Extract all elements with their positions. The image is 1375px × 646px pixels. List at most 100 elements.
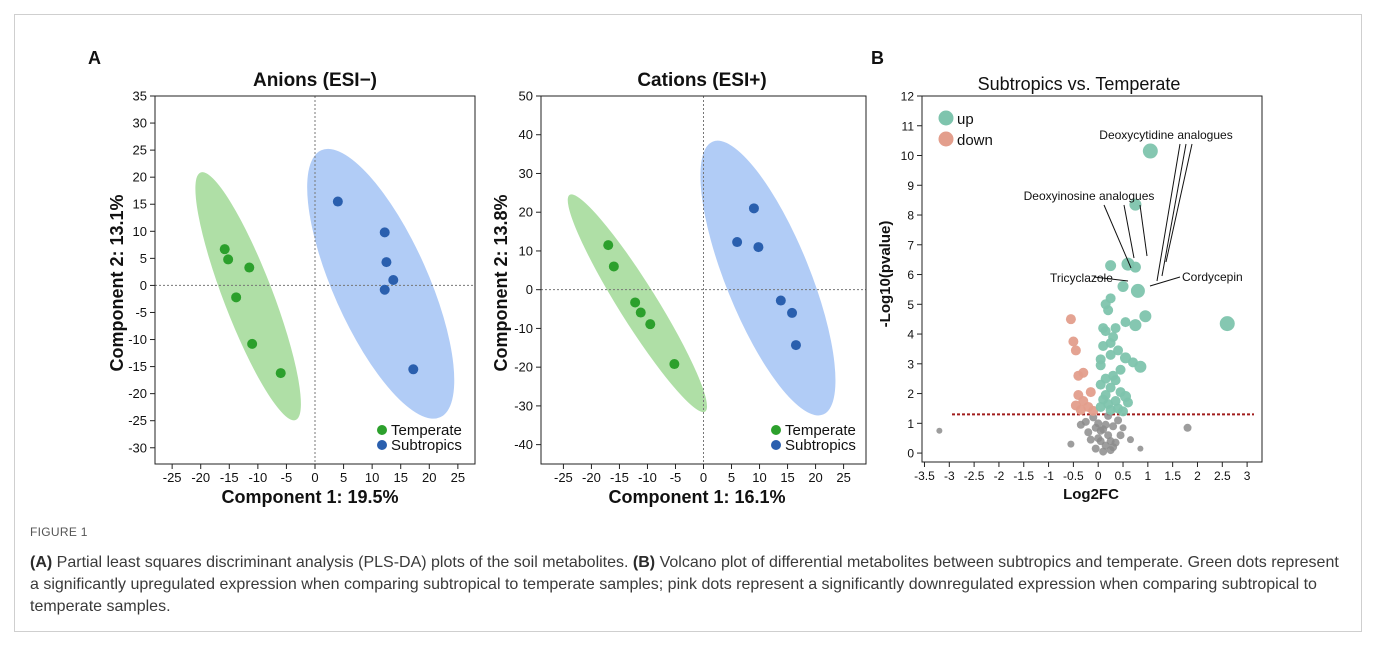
data-point-up xyxy=(1110,375,1121,386)
data-point-up xyxy=(1110,323,1121,334)
data-point-ns xyxy=(1099,447,1108,456)
anions-x-label: Component 1: 19.5% xyxy=(221,487,398,507)
y-tick-label: -10 xyxy=(128,332,147,347)
x-tick-label: 3 xyxy=(1244,469,1251,483)
x-tick-label: 0 xyxy=(311,470,318,485)
data-point-temperate xyxy=(223,254,234,265)
data-point-temperate xyxy=(608,261,619,272)
data-point-down xyxy=(1073,370,1084,381)
data-point-up xyxy=(1134,360,1147,373)
cations-x-label: Component 1: 16.1% xyxy=(608,487,785,507)
data-point-up xyxy=(1105,260,1117,272)
volcano-chart-title: Subtropics vs. Temperate xyxy=(978,74,1181,94)
data-point-subtropics xyxy=(790,340,801,351)
data-point-subtropics xyxy=(753,242,764,253)
caption-b-tag: (B) xyxy=(632,554,656,571)
figure-frame xyxy=(14,14,1362,632)
data-point-down xyxy=(1088,405,1099,416)
x-tick-label: -2 xyxy=(994,469,1005,483)
data-point-subtropics xyxy=(381,257,392,268)
x-tick-label: 0 xyxy=(1095,469,1102,483)
y-tick-label: 20 xyxy=(519,205,533,220)
y-tick-label: -10 xyxy=(514,321,533,336)
leader-line-deoxycytidine-2 xyxy=(1161,143,1187,277)
anions-y-label: Component 2: 13.1% xyxy=(107,194,127,371)
x-tick-label: -5 xyxy=(670,470,682,485)
data-point-ns xyxy=(1106,437,1115,446)
leader-line-cordycepin xyxy=(1149,276,1181,287)
data-point-temperate xyxy=(247,338,258,349)
figure-label: FIGURE 1 xyxy=(30,525,88,539)
pls-da-anions-plot: -25 -20 -15 -10 -5 0 5 10 15 20 25-30-25-20-15-10-… xyxy=(128,89,476,485)
x-tick-label: 5 xyxy=(340,470,347,485)
data-point-up xyxy=(1100,326,1111,337)
data-point-temperate xyxy=(244,262,255,273)
data-point-up xyxy=(1129,261,1141,273)
x-tick-label: 10 xyxy=(365,470,379,485)
data-point-up xyxy=(1095,360,1106,371)
y-tick-label: -15 xyxy=(128,359,147,374)
x-tick-label: 20 xyxy=(808,470,822,485)
x-tick-label: 25 xyxy=(836,470,850,485)
panel-b-letter: B xyxy=(871,48,884,68)
y-tick-label: -30 xyxy=(128,440,147,455)
x-tick-label: 15 xyxy=(780,470,794,485)
data-point-temperate xyxy=(275,368,286,379)
x-tick-label: 25 xyxy=(451,470,465,485)
leader-line-deoxycytidine-3 xyxy=(1165,143,1193,263)
volcano-legend-up-label: up xyxy=(957,111,974,128)
data-point-up xyxy=(1103,305,1114,316)
y-tick-label: 0 xyxy=(907,447,914,461)
x-tick-label: 0 xyxy=(700,470,707,485)
x-tick-label: -25 xyxy=(163,470,182,485)
volcano-y-label: -Log10(pvalue) xyxy=(877,221,894,328)
ellipse-subtropics xyxy=(700,140,836,416)
data-point-up xyxy=(1115,364,1126,375)
data-point-subtropics xyxy=(732,237,743,248)
y-tick-label: 10 xyxy=(519,243,533,258)
data-point-temperate xyxy=(645,319,656,330)
data-point-subtropics xyxy=(775,295,786,306)
y-tick-label: 6 xyxy=(907,268,914,282)
data-point-subtropics xyxy=(748,203,759,214)
data-point-temperate xyxy=(219,244,230,255)
data-point-subtropics xyxy=(379,284,390,295)
data-point-subtropics xyxy=(379,227,390,238)
x-tick-label: -0.5 xyxy=(1063,469,1084,483)
data-point-ns xyxy=(1116,431,1125,440)
data-point-up xyxy=(1095,379,1106,390)
x-tick-label: -20 xyxy=(191,470,210,485)
data-point-up xyxy=(1117,280,1129,292)
data-point-down xyxy=(1070,345,1081,356)
data-point-ns xyxy=(1091,423,1100,432)
cations-y-label: Component 2: 13.8% xyxy=(491,194,511,371)
data-point-up xyxy=(1219,316,1235,332)
x-tick-label: -3 xyxy=(944,469,955,483)
data-point-temperate xyxy=(603,240,614,251)
x-tick-label: -1.5 xyxy=(1013,469,1034,483)
plot-frame xyxy=(921,95,1263,463)
cations-legend-subtropics-label: Subtropics xyxy=(785,437,856,454)
data-point-ns xyxy=(936,427,943,434)
cations-legend: Temperate Subtropics xyxy=(771,422,856,454)
data-point-up xyxy=(1129,198,1142,211)
panel-a-letter: A xyxy=(88,48,101,68)
x-tick-label: -25 xyxy=(554,470,573,485)
cations-legend-temperate-label: Temperate xyxy=(785,422,856,439)
data-point-down xyxy=(1085,387,1096,398)
data-point-down xyxy=(1068,336,1079,347)
data-point-up xyxy=(1113,345,1124,356)
y-tick-label: 4 xyxy=(907,328,914,342)
data-point-ns xyxy=(1126,436,1134,444)
data-point-up xyxy=(1129,319,1142,332)
y-tick-label: 11 xyxy=(902,119,915,133)
data-point-temperate xyxy=(669,359,680,370)
y-tick-label: 40 xyxy=(519,127,533,142)
data-point-up xyxy=(1142,143,1158,159)
anions-legend-temperate-label: Temperate xyxy=(391,422,462,439)
data-point-ns xyxy=(1119,424,1127,432)
data-point-down xyxy=(1075,404,1086,415)
data-point-subtropics xyxy=(388,275,399,285)
y-tick-label: 10 xyxy=(901,149,915,163)
data-point-temperate xyxy=(635,307,646,318)
